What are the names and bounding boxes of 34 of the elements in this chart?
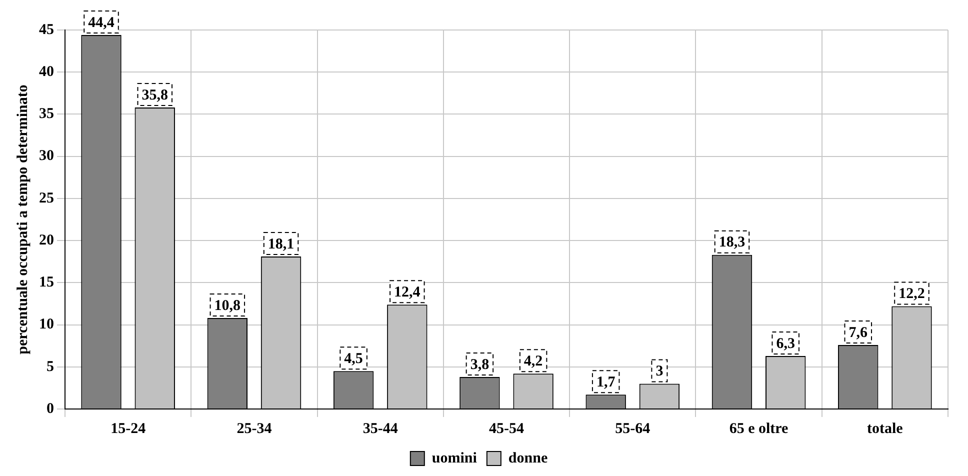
y-tick-label: 25	[39, 190, 54, 206]
y-tick-label: 5	[46, 358, 54, 375]
x-tick-label: 55-64	[615, 420, 651, 437]
data-label: 12,2	[898, 286, 925, 302]
y-tick-label: 30	[39, 148, 54, 164]
data-label: 18,1	[268, 236, 294, 252]
x-tick-label: 45-54	[489, 420, 524, 437]
y-tick-label: 0	[46, 400, 54, 417]
data-label: 12,4	[394, 284, 421, 300]
y-tick-label: 35	[39, 106, 54, 122]
y-tick-label: 10	[39, 316, 54, 333]
legend-label: uomini	[432, 450, 477, 466]
x-tick-label: 35-44	[362, 420, 398, 437]
x-tick-label: totale	[867, 420, 904, 437]
legend-label: donne	[508, 450, 548, 466]
y-axis-title: percentuale occupati a tempo determinato	[14, 84, 31, 354]
data-label: 3	[656, 364, 664, 380]
data-label: 3,8	[470, 356, 490, 373]
data-label: 6,3	[776, 336, 795, 352]
data-label: 4,5	[344, 350, 363, 367]
y-tick-label: 45	[39, 22, 54, 38]
data-label: 7,6	[848, 324, 868, 341]
x-tick-label: 25-34	[236, 420, 272, 437]
data-label: 4,2	[524, 354, 543, 370]
y-tick-label: 20	[39, 232, 54, 248]
data-label: 44,4	[88, 14, 115, 31]
y-tick-label: 15	[39, 274, 54, 291]
x-tick-label: 15-24	[110, 420, 146, 437]
x-tick-label: 65 e oltre	[729, 420, 789, 437]
data-label: 10,8	[214, 298, 241, 314]
data-label: 35,8	[142, 87, 168, 104]
data-label: 18,3	[718, 234, 746, 251]
data-label: 1,7	[596, 374, 616, 391]
y-tick-label: 40	[39, 64, 54, 80]
